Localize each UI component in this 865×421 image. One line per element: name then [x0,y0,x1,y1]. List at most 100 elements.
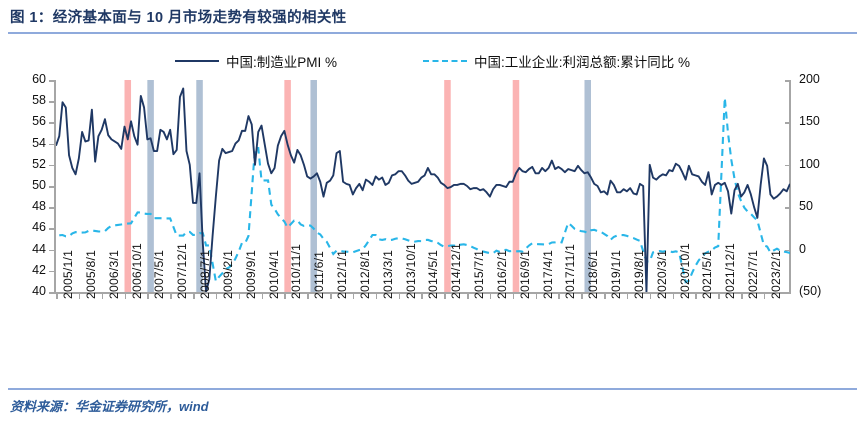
x-tick [672,293,675,299]
x-axis [54,292,791,294]
x-axis-label: 2007/12/1 [175,242,190,299]
y-axis-left-label: 46 [32,220,46,235]
x-axis-label: 2009/2/1 [220,249,235,299]
y-tick-left [49,101,55,103]
x-axis-label: 2015/7/1 [472,249,487,299]
x-axis-label: 2006/10/1 [129,242,144,299]
x-axis-label: 2017/11/1 [563,243,578,299]
x-axis-label: 2006/3/1 [106,249,121,299]
x-tick [649,293,652,299]
y-axis-left-label: 56 [32,114,46,129]
solid-line-icon [174,60,219,62]
x-axis-label: 2008/7/1 [198,249,212,299]
x-axis-label: 2010/11/1 [289,243,304,299]
shaded-band [444,80,451,292]
x-tick [330,293,332,299]
y-tick-left [49,122,55,124]
x-tick [558,293,560,299]
y-tick-right [785,249,791,252]
x-tick [352,293,355,299]
x-tick [170,293,172,299]
x-tick [604,293,606,299]
series-line-profit [59,97,790,284]
page-title: 图 1：经济基本面与 10 月市场走势有较强的相关性 [10,10,347,26]
x-tick [535,293,538,299]
y-axis-right-label: 100 [799,156,820,171]
legend-label-pmi: 中国:制造业PMI % [225,55,337,70]
x-tick [284,293,286,299]
y-tick-left [49,270,55,273]
y-axis-left-label: 50 [32,178,46,192]
x-axis-label: 2005/8/1 [83,249,98,299]
x-axis-labels: 2005/1/1 2005/8/1 2006/3/1 2006/10/1 2007/5/… [0,243,865,385]
y-tick-right [785,207,791,209]
x-tick [718,293,720,299]
y-axis-right-label: 0 [799,241,806,256]
x-axis-label: 2016/9/1 [517,249,532,299]
shaded-band [584,80,592,292]
footer-divider [8,388,857,390]
y-axis-right-label: (50) [799,284,822,298]
x-tick [398,293,401,299]
y-tick-left [49,228,55,230]
y-axis-left-label: 42 [32,262,46,277]
y-tick-left [49,249,55,252]
y-axis-left-label: 52 [32,156,46,171]
x-tick [78,293,81,299]
series-line-pmi [56,87,790,292]
y-tick-right [785,80,791,82]
y-tick-left [49,207,55,209]
x-tick [101,293,104,299]
x-tick [444,293,446,299]
legend-item-profit[interactable]: 中国:工业企业:利润总额:累计同比 % [423,51,690,71]
x-axis-label: 2010/4/1 [266,249,281,299]
y-axis-right-label: 200 [799,72,820,86]
chart-legend: 中国:制造业PMI % 中国:工业企业:利润总额:累计同比 % [0,50,865,72]
x-axis-label: 2019/1/1 [609,249,624,299]
x-tick [307,293,309,299]
x-tick [467,293,469,299]
x-axis-label: 2020/10/1 [677,242,692,299]
title-divider [8,32,857,34]
y-tick-left [49,143,55,146]
y-axis-right-label: 150 [799,114,820,129]
x-axis-label: 2018/6/1 [586,249,601,299]
x-tick [261,293,264,299]
x-axis-label: 2014/12/1 [449,242,464,299]
x-tick [512,293,515,299]
x-axis-label: 2007/5/1 [152,249,167,299]
y-tick-left [49,80,55,82]
x-axis-label: 2014/5/1 [426,249,441,299]
y-tick-left [49,164,55,167]
legend-label-profit: 中国:工业企业:利润总额:累计同比 % [474,55,691,70]
y-tick-right [785,164,791,167]
x-axis-label: 2017/4/1 [540,249,555,299]
x-axis-label: 2019/8/1 [631,249,646,299]
plot-area [56,80,790,292]
x-axis-label: 2011/6/1 [312,250,327,299]
x-tick [421,293,423,299]
chart-svg [56,80,790,292]
legend-item-pmi[interactable]: 中国:制造业PMI % [174,51,337,71]
x-tick [695,293,697,299]
x-axis-label: 2023/2/1 [768,249,783,299]
x-axis-label: 2013/10/1 [403,242,418,299]
x-tick [741,293,743,299]
shaded-band [310,80,317,292]
x-tick [626,293,629,299]
source-note: 资料来源：华金证券研究所，wind [10,399,209,414]
x-axis-label: 2013/3/1 [380,249,395,299]
x-tick [56,293,58,299]
y-axis-left-label: 60 [32,72,46,86]
y-tick-right [785,292,791,294]
x-tick [581,293,583,299]
dashed-line-icon [423,60,467,62]
shaded-band [124,80,132,292]
x-tick [375,293,378,299]
x-tick [124,293,126,299]
x-axis-label: 2022/7/1 [746,249,761,299]
y-axis-left-label: 48 [32,199,46,214]
x-tick [489,293,492,299]
y-tick-left [49,186,55,188]
